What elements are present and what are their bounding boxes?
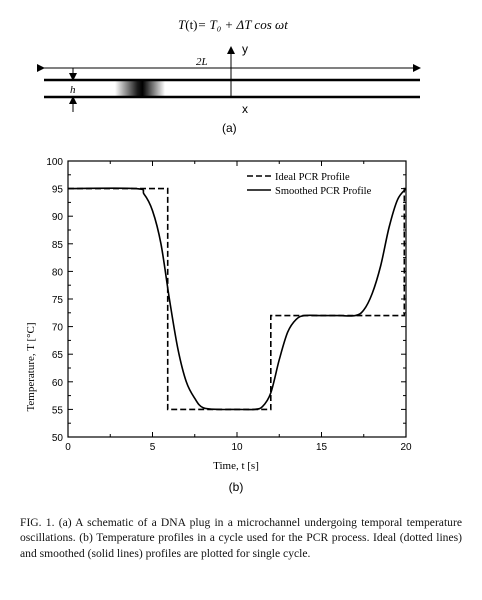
panel-label-a: (a)	[222, 121, 237, 135]
x-tick-label: 10	[231, 442, 243, 453]
y-tick-label: 60	[52, 378, 64, 389]
x-tick-label: 15	[316, 442, 328, 453]
y-tick-label: 95	[52, 185, 64, 196]
x-tick-label: 0	[65, 442, 71, 453]
plot-area: 50 55 60 65 70 75 80 85 90 95 100 0 5 10 15 20 Ideal PCR…	[46, 157, 412, 453]
x-axis-label-a: x	[242, 102, 248, 116]
y-axis-title: Temperature, T [°C]	[25, 322, 37, 411]
x-tick-label: 20	[400, 442, 412, 453]
y-tick-label: 90	[52, 212, 64, 223]
y-tick-label: 75	[52, 295, 64, 306]
y-tick-label: 80	[52, 267, 64, 278]
y-tick-label: 50	[52, 433, 64, 444]
temperature-equation: T(t)= T₀ + ΔT cos ωt	[178, 17, 288, 32]
y-tick-label: 85	[52, 240, 64, 251]
legend-label: Smoothed PCR Profile	[275, 186, 372, 197]
y-tick-label: 100	[46, 157, 63, 168]
plot-frame	[67, 160, 407, 438]
figure-caption: FIG. 1. (a) A schematic of a DNA plug in…	[20, 515, 462, 561]
panel-label-b: (b)	[229, 480, 244, 494]
series-ideal-pcr-line	[68, 187, 406, 411]
x-tick-label: 5	[150, 442, 156, 453]
series-smoothed-pcr-line	[67, 187, 407, 411]
schematic-figure-a: T(t)= T₀ + ΔT cos ωt y 2L h x (a)	[37, 17, 421, 135]
height-label: h	[70, 84, 76, 96]
legend-label: Ideal PCR Profile	[275, 172, 350, 183]
y-tick-label: 55	[52, 405, 64, 416]
y-tick-label: 70	[52, 323, 64, 334]
caption-label: FIG. 1.	[20, 516, 55, 529]
caption-text: (a) A schematic of a DNA plug in a micro…	[20, 516, 462, 560]
pcr-chart: 50 55 60 65 70 75 80 85 90 95 100 0 5 10 15 20 Ideal PCR…	[25, 157, 412, 494]
dna-plug	[115, 80, 165, 97]
y-axis-label: y	[242, 42, 248, 56]
x-axis-title: Time, t [s]	[213, 460, 259, 472]
length-label: 2L	[196, 56, 208, 68]
y-tick-label: 65	[52, 350, 64, 361]
